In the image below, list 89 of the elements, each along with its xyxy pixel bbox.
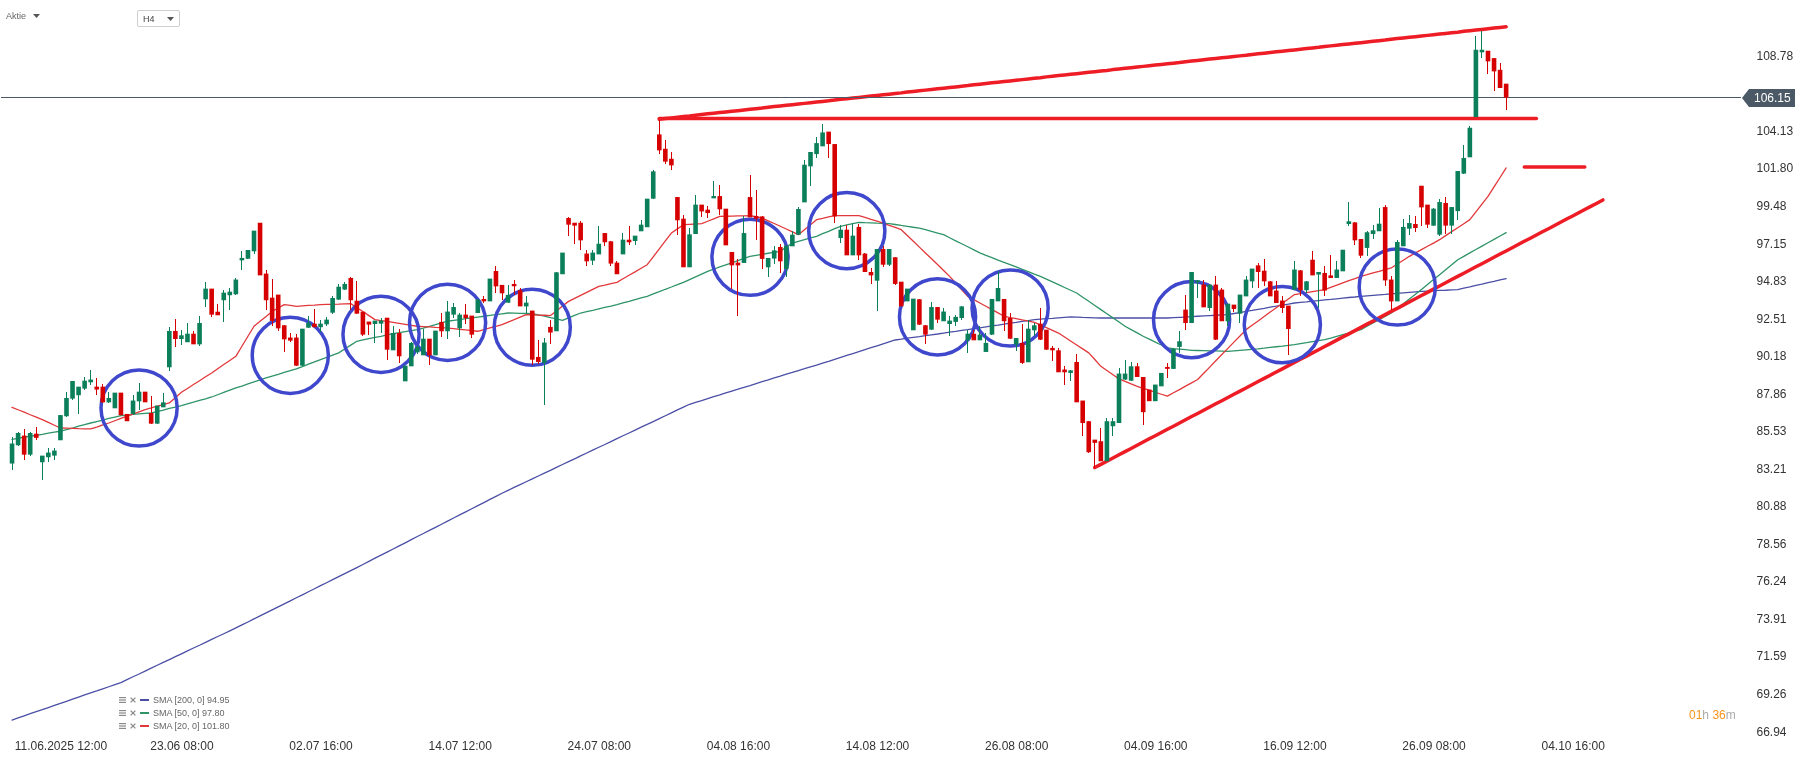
line-series bbox=[1093, 198, 1605, 470]
candlestick bbox=[1298, 269, 1303, 297]
candlestick bbox=[1346, 201, 1352, 227]
y-tick-label: 69.26 bbox=[1756, 687, 1787, 702]
candlestick bbox=[753, 189, 759, 241]
candlestick bbox=[1177, 330, 1182, 354]
point bbox=[710, 217, 790, 298]
candlestick bbox=[439, 312, 444, 338]
candlestick bbox=[1255, 262, 1261, 289]
candlestick bbox=[1316, 271, 1321, 309]
line-series bbox=[11, 167, 1507, 430]
candlestick bbox=[203, 281, 208, 308]
y-tick-label: 71.59 bbox=[1756, 649, 1787, 664]
candlestick bbox=[1207, 284, 1213, 312]
point bbox=[492, 287, 573, 367]
point bbox=[341, 294, 421, 375]
y-tick-label: 90.18 bbox=[1756, 349, 1787, 364]
candlestick bbox=[777, 243, 783, 274]
y-tick-label: 73.91 bbox=[1756, 611, 1787, 626]
y-tick-label: 78.56 bbox=[1756, 536, 1787, 551]
candlestick bbox=[717, 184, 723, 216]
candlestick bbox=[1183, 294, 1188, 331]
x-tick-label: 26.08 08:00 bbox=[984, 738, 1049, 753]
annotation: Aktie bbox=[6, 11, 27, 21]
candlestick bbox=[348, 276, 354, 311]
candlestick bbox=[427, 338, 432, 366]
y-tick-label: 108.78 bbox=[1756, 48, 1794, 63]
candlestick bbox=[929, 301, 934, 331]
line-series bbox=[11, 277, 1507, 721]
point bbox=[1357, 247, 1438, 327]
candlestick bbox=[542, 337, 547, 406]
y-tick-label: 99.48 bbox=[1756, 198, 1787, 213]
candlestick bbox=[1171, 347, 1176, 370]
candlestick bbox=[197, 315, 202, 347]
annotation: H4 bbox=[143, 13, 155, 24]
x-tick-label: 24.07 08:00 bbox=[567, 738, 632, 753]
candlestick bbox=[1201, 279, 1206, 308]
point bbox=[407, 282, 488, 363]
ref-line-label: 106.15 bbox=[1749, 88, 1795, 107]
y-tick-label: 83.21 bbox=[1756, 461, 1787, 476]
y-tick-label: 80.88 bbox=[1756, 499, 1787, 514]
x-tick-label: 14.07 12:00 bbox=[428, 738, 493, 753]
dropdown-box: H4 bbox=[137, 10, 180, 27]
x-tick-label: 02.07 16:00 bbox=[289, 738, 354, 753]
candlestick bbox=[148, 395, 154, 425]
x-tick-label: 11.06.2025 12:00 bbox=[14, 738, 108, 753]
candlestick bbox=[923, 324, 928, 345]
legend-label: SMA [20, 0] 101.80 bbox=[153, 720, 230, 731]
legend-label: SMA [200, 0] 94.95 bbox=[153, 694, 230, 705]
x-tick-label: 23.06 08:00 bbox=[150, 738, 214, 753]
candlestick bbox=[1019, 323, 1025, 365]
candlestick bbox=[784, 245, 789, 278]
y-tick-label: 101.80 bbox=[1756, 161, 1794, 176]
candlestick bbox=[838, 224, 844, 244]
candlestick bbox=[173, 318, 178, 348]
y-tick-label: 94.83 bbox=[1756, 274, 1787, 289]
candlestick bbox=[1443, 196, 1448, 235]
legend-label: SMA [50, 0] 97.80 bbox=[153, 707, 225, 718]
candlestick bbox=[457, 312, 462, 338]
point bbox=[897, 277, 978, 357]
point bbox=[970, 268, 1050, 348]
y-tick-label: 104.13 bbox=[1756, 123, 1794, 138]
y-tick-label: 97.15 bbox=[1756, 236, 1787, 251]
x-tick-label: 04.08 16:00 bbox=[706, 738, 771, 753]
candlestick bbox=[1128, 361, 1134, 382]
point bbox=[1151, 279, 1232, 360]
candlestick bbox=[965, 329, 971, 354]
y-tick-label: 76.24 bbox=[1756, 574, 1787, 589]
point bbox=[1242, 284, 1323, 365]
x-tick-label: 16.09 12:00 bbox=[1263, 738, 1327, 753]
candlestick bbox=[221, 289, 227, 323]
y-tick-label: 85.53 bbox=[1756, 424, 1787, 439]
y-tick-label: 92.51 bbox=[1756, 311, 1787, 326]
point bbox=[806, 190, 887, 271]
candlestick bbox=[1310, 250, 1315, 276]
x-tick-label: 26.09 08:00 bbox=[1402, 738, 1467, 753]
x-tick-label: 14.08 12:00 bbox=[845, 738, 910, 753]
y-tick-label: 66.94 bbox=[1756, 724, 1787, 739]
candlestick bbox=[1388, 275, 1394, 311]
candlestick bbox=[1370, 224, 1376, 240]
candlestick bbox=[826, 131, 831, 159]
y-tick-label: 87.86 bbox=[1756, 386, 1787, 401]
candlestick bbox=[1292, 260, 1297, 291]
point bbox=[99, 368, 179, 448]
x-tick-label: 04.09 16:00 bbox=[1124, 738, 1188, 753]
text: 01h 36m bbox=[1689, 708, 1736, 722]
candlestick bbox=[548, 319, 553, 345]
x-tick-label: 04.10 16:00 bbox=[1541, 738, 1606, 753]
point bbox=[250, 315, 331, 396]
